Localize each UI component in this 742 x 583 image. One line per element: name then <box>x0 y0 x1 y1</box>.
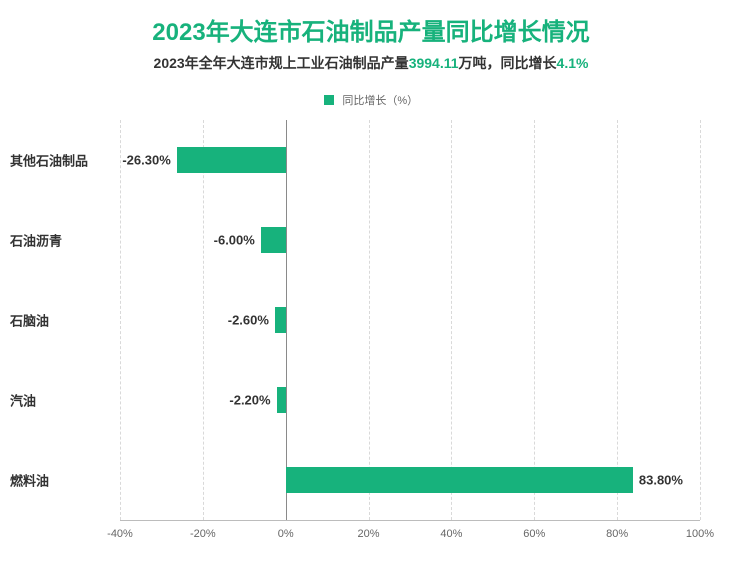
bar <box>261 227 286 253</box>
bar <box>275 307 286 333</box>
bar-value-label: -26.30% <box>122 153 170 168</box>
x-tick-label: 40% <box>440 528 462 540</box>
x-tick-label: -40% <box>107 528 133 540</box>
gridline <box>203 120 204 520</box>
bar <box>277 387 286 413</box>
subtitle-prefix: 2023年全年大连市规上工业石油制品产量 <box>154 55 409 71</box>
legend-label: 同比增长（%） <box>342 92 418 108</box>
chart-subtitle: 2023年全年大连市规上工业石油制品产量3994.11万吨，同比增长4.1% <box>0 53 742 73</box>
zero-line <box>286 120 287 520</box>
category-label: 燃料油 <box>10 471 49 490</box>
bar-value-label: 83.80% <box>639 473 683 488</box>
x-tick-label: 0% <box>278 528 294 540</box>
bar <box>286 467 633 493</box>
subtitle-mid: 万吨，同比增长 <box>459 55 557 71</box>
x-tick-label: 20% <box>358 528 380 540</box>
legend: 同比增长（%） <box>0 91 742 109</box>
category-label: 石油沥青 <box>10 231 62 250</box>
gridline <box>451 120 452 520</box>
x-tick-label: 80% <box>606 528 628 540</box>
category-label: 汽油 <box>10 391 36 410</box>
bar-value-label: -6.00% <box>214 233 255 248</box>
subtitle-value2: 4.1% <box>557 55 589 71</box>
gridline <box>120 120 121 520</box>
x-tick-label: -20% <box>190 528 216 540</box>
bar <box>177 147 286 173</box>
gridline <box>617 120 618 520</box>
category-label: 石脑油 <box>10 311 49 330</box>
plot: -40%-20%0%20%40%60%80%100%-26.30%其他石油制品-… <box>120 120 700 520</box>
x-tick-label: 60% <box>523 528 545 540</box>
chart-area: -40%-20%0%20%40%60%80%100%-26.30%其他石油制品-… <box>120 120 700 520</box>
subtitle-value1: 3994.11 <box>409 55 459 71</box>
gridline <box>700 120 701 520</box>
bar-value-label: -2.60% <box>228 313 269 328</box>
gridline <box>369 120 370 520</box>
bar-value-label: -2.20% <box>229 393 270 408</box>
category-label: 其他石油制品 <box>10 151 88 170</box>
x-axis-baseline <box>120 520 700 521</box>
x-tick-label: 100% <box>686 528 714 540</box>
legend-swatch <box>324 95 334 105</box>
gridline <box>534 120 535 520</box>
chart-title: 2023年大连市石油制品产量同比增长情况 <box>0 0 742 47</box>
